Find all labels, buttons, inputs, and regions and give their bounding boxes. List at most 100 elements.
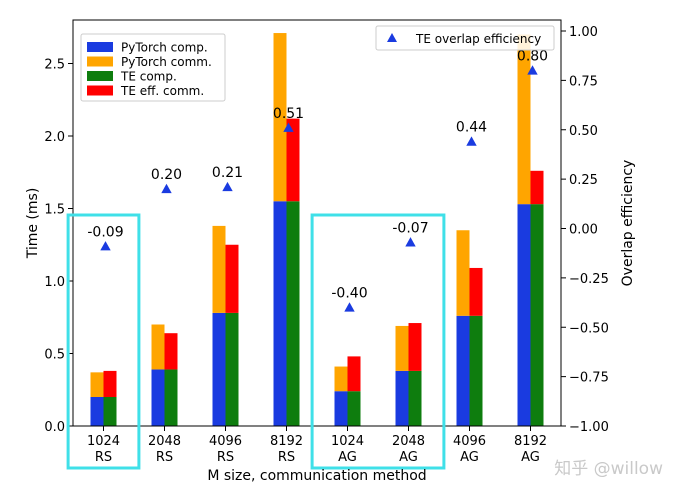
legend-swatch-2 xyxy=(87,71,113,81)
bar-te-comm-1 xyxy=(164,333,178,370)
efficiency-marker-1 xyxy=(161,183,172,194)
legend-swatch-0 xyxy=(87,42,113,52)
x-tick-size-0: 1024 xyxy=(87,434,120,449)
bar-pytorch-comm-7 xyxy=(517,34,531,205)
efficiency-marker-0 xyxy=(100,241,111,251)
bar-pytorch-comm-4 xyxy=(334,366,348,392)
efficiency-label-0: -0.09 xyxy=(87,224,123,240)
efficiency-markers-layer: -0.09 0.20 0.21 0.51 -0.40 -0.07 0.44 0.80 xyxy=(87,49,548,312)
bar-pytorch-comm-1 xyxy=(151,324,165,370)
legend-swatch-1 xyxy=(87,56,113,67)
x-tick-method-0: RS xyxy=(95,450,112,465)
highlight-boxes-layer xyxy=(66,213,446,470)
bar-te-comp-6 xyxy=(469,315,483,426)
legend-bars-frame xyxy=(80,33,226,102)
efficiency-marker-6 xyxy=(466,136,477,146)
watermark: 知乎 @willow xyxy=(554,459,663,479)
bar-te-comm-5 xyxy=(408,323,422,371)
legends-layer: PyTorch comp.PyTorch comm.TE comp.TE eff… xyxy=(80,25,555,102)
bar-pytorch-comm-0 xyxy=(90,372,104,397)
bar-te-comm-7 xyxy=(530,170,544,205)
efficiency-label-5: -0.07 xyxy=(392,220,428,236)
bar-pytorch-comp-5 xyxy=(395,370,409,426)
bar-pytorch-comp-6 xyxy=(456,315,470,426)
bar-te-comp-2 xyxy=(225,312,239,426)
bars-layer xyxy=(90,33,544,426)
y-tick-label-3: 1.5 xyxy=(44,203,65,218)
bar-pytorch-comp-4 xyxy=(334,391,348,426)
bar-pytorch-comm-3 xyxy=(273,33,287,202)
bar-pytorch-comp-3 xyxy=(273,201,287,426)
legend-label-2: TE comp. xyxy=(120,70,177,84)
x-tick-size-7: 8192 xyxy=(514,434,547,449)
y2-tick-label-0: −1.00 xyxy=(569,420,609,435)
y2-tick-label-1: −0.75 xyxy=(569,371,609,386)
efficiency-marker-2 xyxy=(222,181,233,192)
x-tick-size-5: 2048 xyxy=(392,434,425,449)
bar-te-comm-0 xyxy=(103,370,117,397)
bar-te-comp-4 xyxy=(347,391,361,426)
bar-pytorch-comm-6 xyxy=(456,230,470,316)
x-tick-size-1: 2048 xyxy=(148,434,181,449)
x-tick-method-2: RS xyxy=(217,450,234,465)
y2-tick-label-6: 0.50 xyxy=(569,124,598,139)
highlight-box-1 xyxy=(310,213,446,470)
legend-label-1: PyTorch comm. xyxy=(121,55,212,69)
legend-efficiency-label: TE overlap efficiency xyxy=(415,32,541,46)
bar-te-comm-4 xyxy=(347,356,361,392)
bar-te-comm-2 xyxy=(225,244,239,313)
efficiency-marker-4 xyxy=(344,302,355,312)
efficiency-label-7: 0.80 xyxy=(517,49,548,65)
x-tick-size-2: 4096 xyxy=(209,434,242,449)
efficiency-label-1: 0.20 xyxy=(151,167,182,183)
bar-te-comp-3 xyxy=(286,201,300,426)
legend-efficiency-marker xyxy=(387,33,397,42)
bar-pytorch-comp-2 xyxy=(212,312,226,426)
y2-tick-label-2: −0.50 xyxy=(569,321,609,336)
efficiency-marker-5 xyxy=(405,237,416,247)
x-tick-method-7: AG xyxy=(521,450,540,465)
y2-tick-label-5: 0.25 xyxy=(569,173,598,188)
x-tick-method-3: RS xyxy=(278,450,295,465)
efficiency-label-3: 0.51 xyxy=(273,106,304,122)
x-tick-size-3: 8192 xyxy=(270,434,303,449)
x-tick-size-4: 1024 xyxy=(331,434,364,449)
efficiency-label-2: 0.21 xyxy=(212,165,243,181)
axes-layer: 0.0 0.5 1.0 1.5 2.0 2.5 −1.00 −0.75 −0.50 −0.25 0.… xyxy=(44,19,609,465)
efficiency-label-6: 0.44 xyxy=(456,120,487,136)
x-tick-method-5: AG xyxy=(399,450,418,465)
bar-pytorch-comp-0 xyxy=(90,397,104,426)
efficiency-label-4: -0.40 xyxy=(331,286,367,302)
y2-tick-label-4: 0.00 xyxy=(569,223,598,238)
bar-te-comp-1 xyxy=(164,369,178,426)
x-tick-method-4: AG xyxy=(338,450,357,465)
bar-te-comm-3 xyxy=(286,118,300,202)
efficiency-marker-7 xyxy=(527,65,538,75)
y-tick-label-4: 2.0 xyxy=(44,130,65,145)
x-tick-method-1: RS xyxy=(156,450,173,465)
y2-axis-title: Overlap efficiency xyxy=(620,160,636,287)
highlight-box-0 xyxy=(66,213,141,470)
plot-frame xyxy=(72,19,562,427)
x-tick-method-6: AG xyxy=(460,450,479,465)
bar-pytorch-comm-2 xyxy=(212,225,226,313)
bar-pytorch-comp-7 xyxy=(517,204,531,426)
y-axis-title: Time (ms) xyxy=(25,188,41,260)
efficiency-marker-3 xyxy=(283,122,294,132)
bar-pytorch-comp-1 xyxy=(151,369,165,426)
x-tick-size-6: 4096 xyxy=(453,434,486,449)
y2-tick-label-3: −0.25 xyxy=(569,272,609,287)
bar-te-comm-6 xyxy=(469,267,483,316)
y-tick-label-2: 1.0 xyxy=(44,275,65,290)
legend-efficiency-frame xyxy=(375,25,555,51)
bar-pytorch-comm-5 xyxy=(395,325,409,371)
y-tick-label-1: 0.5 xyxy=(44,348,65,363)
y-tick-label-5: 2.5 xyxy=(44,58,65,73)
x-axis-title: M size, communication method xyxy=(207,468,426,484)
legend-label-0: PyTorch comp. xyxy=(121,41,208,55)
y-tick-label-0: 0.0 xyxy=(44,420,65,435)
legend-swatch-3 xyxy=(87,85,113,96)
bar-te-comp-5 xyxy=(408,370,422,426)
legend-bars: PyTorch comp.PyTorch comm.TE comp.TE eff… xyxy=(80,33,226,102)
